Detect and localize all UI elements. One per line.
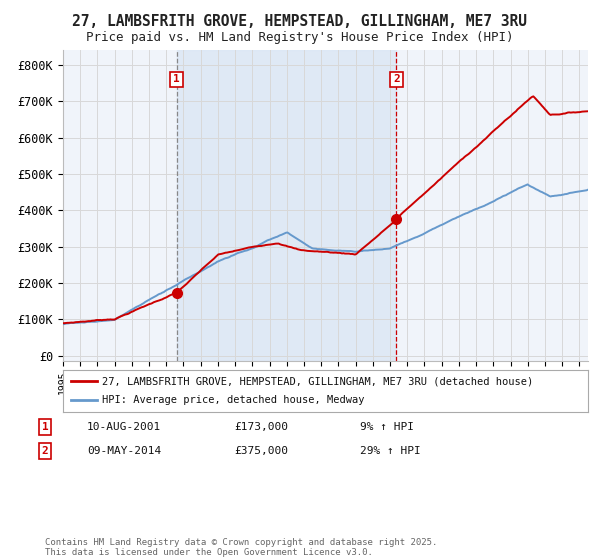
Text: 2: 2 xyxy=(41,446,49,456)
Text: £375,000: £375,000 xyxy=(234,446,288,456)
Text: Price paid vs. HM Land Registry's House Price Index (HPI): Price paid vs. HM Land Registry's House … xyxy=(86,31,514,44)
Text: 29% ↑ HPI: 29% ↑ HPI xyxy=(360,446,421,456)
Text: 2: 2 xyxy=(393,74,400,85)
Text: 9% ↑ HPI: 9% ↑ HPI xyxy=(360,422,414,432)
Text: 27, LAMBSFRITH GROVE, HEMPSTEAD, GILLINGHAM, ME7 3RU: 27, LAMBSFRITH GROVE, HEMPSTEAD, GILLING… xyxy=(73,14,527,29)
Text: 10-AUG-2001: 10-AUG-2001 xyxy=(87,422,161,432)
Bar xyxy=(176,50,397,361)
Text: 09-MAY-2014: 09-MAY-2014 xyxy=(87,446,161,456)
Text: 27, LAMBSFRITH GROVE, HEMPSTEAD, GILLINGHAM, ME7 3RU (detached house): 27, LAMBSFRITH GROVE, HEMPSTEAD, GILLING… xyxy=(103,376,533,386)
Text: HPI: Average price, detached house, Medway: HPI: Average price, detached house, Medw… xyxy=(103,395,365,405)
Text: 1: 1 xyxy=(41,422,49,432)
Text: Contains HM Land Registry data © Crown copyright and database right 2025.
This d: Contains HM Land Registry data © Crown c… xyxy=(45,538,437,557)
Text: £173,000: £173,000 xyxy=(234,422,288,432)
Text: 1: 1 xyxy=(173,74,180,85)
